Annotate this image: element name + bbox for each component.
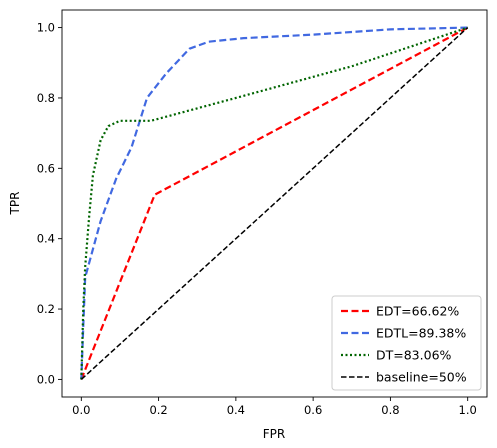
series-line-0 [80, 26, 469, 380]
series-line-1 [80, 26, 468, 380]
series-line-3 [80, 27, 469, 380]
x-tick-label: 1.0 [459, 403, 477, 417]
plot-lines [80, 26, 469, 380]
legend-label-3: baseline=50% [376, 370, 467, 385]
x-tick-label: 0.6 [304, 403, 322, 417]
y-axis-title: TPR [8, 192, 22, 216]
x-axis: 0.0 0.2 0.4 0.6 0.8 1.0 [72, 397, 477, 417]
x-tick-label: 0.2 [149, 403, 167, 417]
x-tick-label: 0.4 [227, 403, 245, 417]
x-tick-label: 0.8 [381, 403, 399, 417]
y-axis: 0.0 0.2 0.4 0.6 0.8 1.0 [37, 21, 62, 386]
y-tick-label: 0.2 [37, 302, 55, 316]
legend-label-2: DT=83.06% [376, 348, 452, 363]
legend-label-1: EDTL=89.38% [376, 326, 466, 341]
y-tick-label: 0.6 [37, 161, 55, 175]
y-tick-label: 1.0 [37, 21, 55, 35]
legend-box [331, 295, 482, 391]
x-axis-title: FPR [263, 427, 285, 441]
legend: EDT=66.62% EDTL=89.38% DT=83.06% baseline=5… [331, 295, 482, 391]
y-tick-label: 0.4 [37, 232, 55, 246]
series-line-2 [80, 26, 469, 380]
y-tick-label: 0.8 [37, 91, 55, 105]
plot-frame [61, 9, 488, 398]
x-tick-label: 0.0 [72, 403, 90, 417]
y-tick-label: 0.0 [37, 372, 55, 386]
legend-label-0: EDT=66.62% [376, 304, 459, 319]
